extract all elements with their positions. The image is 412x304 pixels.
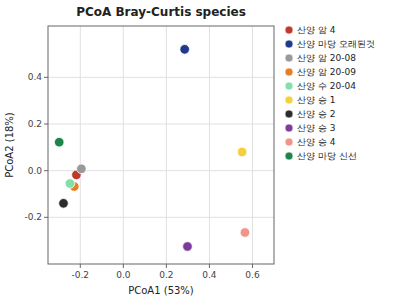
point [77, 164, 87, 174]
points [54, 45, 249, 252]
tick-label-y: 0.0 [28, 166, 43, 176]
point [240, 228, 250, 238]
point [180, 45, 190, 55]
grid-line-x [166, 26, 167, 264]
grid-line-y [48, 124, 274, 125]
tick-label-x: 0.4 [202, 270, 217, 280]
legend-label: 산양 승 4 [297, 137, 336, 147]
tick-x [80, 264, 81, 268]
tick-y [44, 170, 48, 171]
x-axis-label: PCoA1 (53%) [128, 285, 194, 296]
tick-label-y: 0.4 [28, 72, 43, 82]
legend-label: 산양 승 3 [297, 123, 335, 133]
tick-y [44, 124, 48, 125]
grid-line-x [123, 26, 124, 264]
grid-line-x [252, 26, 253, 264]
grid-line-x [209, 26, 210, 264]
tick-y [44, 217, 48, 218]
legend-label: 산양 암 20-09 [297, 67, 356, 77]
legend-marker [285, 110, 293, 118]
legend: 산양 암 4 산양 마당 오래된것산양 암 20-08 산양 암 20-09 산양 수… [285, 25, 375, 161]
legend-label: 산양 마당 오래된것 [297, 39, 375, 49]
tick-label-y: -0.2 [24, 212, 42, 222]
point [237, 147, 247, 157]
legend-label: 산양 암 20-08 [297, 53, 356, 63]
legend-marker [285, 40, 293, 48]
legend-label: 산양 승 1 [297, 95, 335, 105]
legend-marker [285, 138, 293, 146]
point [183, 242, 193, 252]
chart: PCoA Bray-Curtis species -0.2 0.0 0.2 0.4 0.6… [0, 0, 412, 304]
legend-marker [285, 152, 293, 160]
legend-label: 산양 승 2 [297, 109, 335, 119]
legend-marker [285, 124, 293, 132]
tick-x [252, 264, 253, 268]
background [0, 0, 412, 304]
point [59, 199, 69, 209]
grid-line-y [48, 217, 274, 218]
legend-label: 산양 마당 신선 [297, 151, 357, 161]
tick-label-x: -0.2 [72, 270, 90, 280]
tick-x [166, 264, 167, 268]
point [65, 179, 75, 189]
tick-y [44, 77, 48, 78]
tick-label-x: 0.6 [245, 270, 260, 280]
grid-line-y [48, 77, 274, 78]
grid [48, 26, 274, 264]
title: PCoA Bray-Curtis species [76, 5, 246, 19]
grid-line-x [80, 26, 81, 264]
legend-label: 산양 암 4 [297, 25, 336, 35]
legend-label: 산양 수 20-04 [297, 81, 356, 91]
tick-label-x: 0.2 [159, 270, 173, 280]
tick-x [123, 264, 124, 268]
y-axis-label: PCoA2 (18%) [4, 112, 15, 178]
legend-marker [285, 68, 293, 76]
legend-marker [285, 54, 293, 62]
legend-marker [285, 26, 293, 34]
legend-marker [285, 96, 293, 104]
tick-label-y: 0.2 [28, 119, 42, 129]
plot-frame [48, 26, 274, 264]
point [54, 137, 64, 147]
legend-marker [285, 82, 293, 90]
tick-label-x: 0.0 [116, 270, 131, 280]
tick-x [209, 264, 210, 268]
